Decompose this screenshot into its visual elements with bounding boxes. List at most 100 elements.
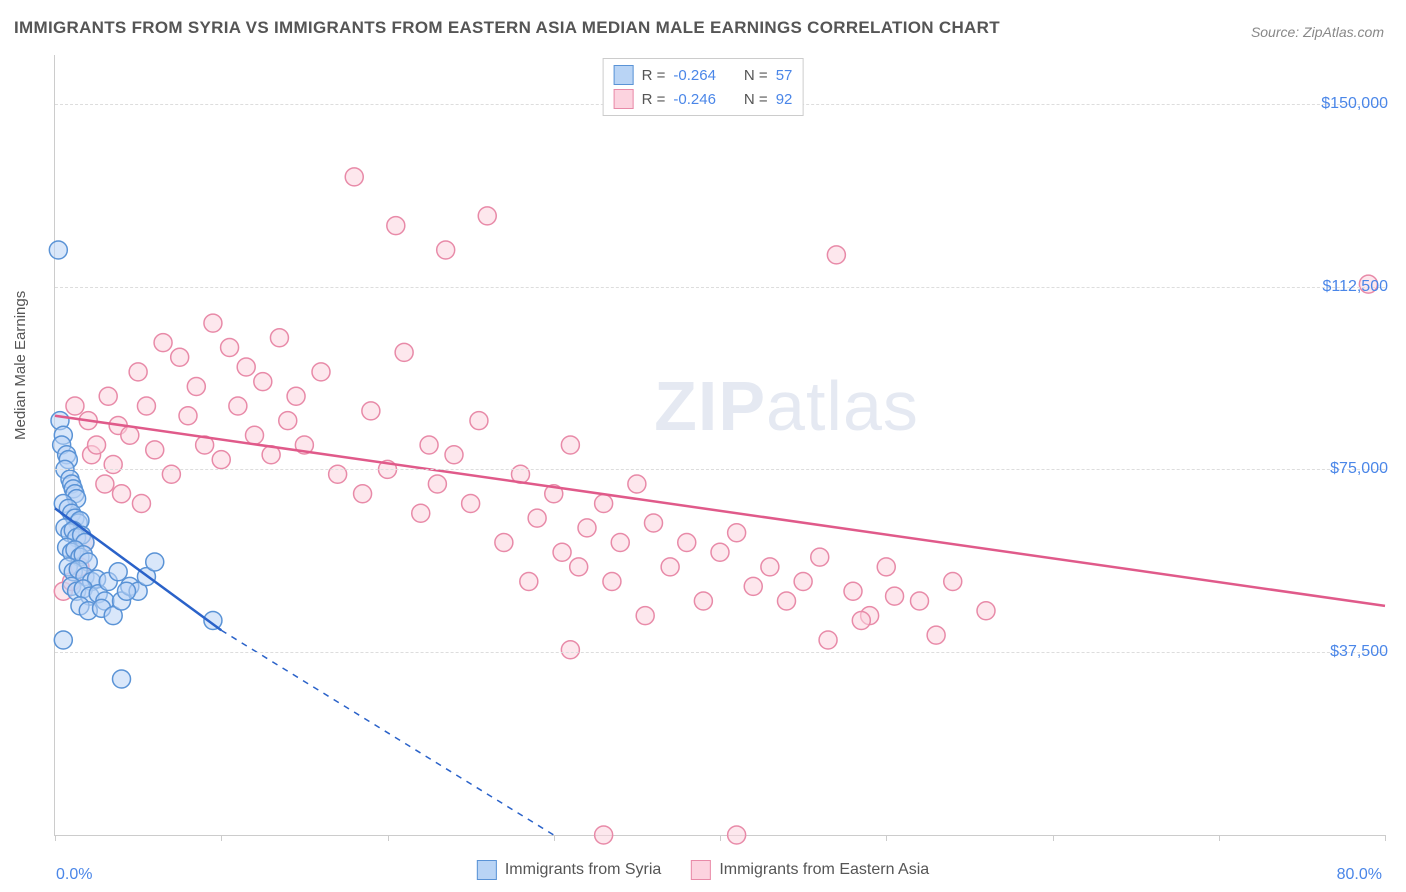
data-point: [470, 412, 488, 430]
data-point: [287, 387, 305, 405]
data-point: [113, 485, 131, 503]
data-point: [96, 475, 114, 493]
data-point: [911, 592, 929, 610]
data-point: [229, 397, 247, 415]
data-point: [254, 373, 272, 391]
data-point: [553, 543, 571, 561]
x-tick-max: 80.0%: [1337, 866, 1382, 884]
data-point: [412, 504, 430, 522]
x-tick-mark: [55, 835, 56, 841]
data-point: [761, 558, 779, 576]
legend-series-item: Immigrants from Syria: [477, 860, 661, 880]
legend-swatch: [691, 860, 711, 880]
legend-swatch: [477, 860, 497, 880]
legend-n-value: 92: [776, 91, 793, 108]
data-point: [827, 246, 845, 264]
data-point: [794, 573, 812, 591]
data-point: [66, 397, 84, 415]
legend-r-label: R =: [642, 91, 666, 108]
legend-stat-row: R = -0.264N = 57: [614, 63, 793, 87]
data-point: [387, 217, 405, 235]
data-point: [329, 465, 347, 483]
legend-stat-row: R = -0.246 N = 92: [614, 87, 793, 111]
data-point: [270, 329, 288, 347]
data-point: [561, 436, 579, 454]
data-point: [132, 495, 150, 513]
data-point: [977, 602, 995, 620]
data-point: [395, 343, 413, 361]
data-point: [113, 670, 131, 688]
data-point: [728, 826, 746, 844]
data-point: [944, 573, 962, 591]
data-point: [811, 548, 829, 566]
data-point: [362, 402, 380, 420]
legend-series: Immigrants from Syria Immigrants from Eas…: [477, 860, 929, 880]
data-point: [661, 558, 679, 576]
legend-r-label: R =: [642, 67, 666, 84]
data-point: [478, 207, 496, 225]
x-tick-mark: [1053, 835, 1054, 841]
data-point: [744, 577, 762, 595]
chart-source: Source: ZipAtlas.com: [1251, 24, 1384, 40]
trend-line: [55, 416, 1385, 606]
data-point: [694, 592, 712, 610]
data-point: [570, 558, 588, 576]
gridline: [55, 652, 1385, 653]
y-axis-label: Median Male Earnings: [12, 291, 29, 440]
x-tick-min: 0.0%: [56, 866, 92, 884]
legend-n-label: N =: [744, 67, 768, 84]
legend-series-label: Immigrants from Syria: [505, 861, 661, 879]
data-point: [728, 524, 746, 542]
data-point: [437, 241, 455, 259]
x-tick-mark: [388, 835, 389, 841]
data-point: [645, 514, 663, 532]
y-tick-label: $75,000: [1330, 460, 1388, 478]
data-point: [137, 397, 155, 415]
data-point: [162, 465, 180, 483]
data-point: [187, 378, 205, 396]
data-point: [611, 534, 629, 552]
legend-swatch: [614, 89, 634, 109]
data-point: [312, 363, 330, 381]
data-point: [495, 534, 513, 552]
x-tick-mark: [1385, 835, 1386, 841]
data-point: [711, 543, 729, 561]
legend-n-value: 57: [776, 67, 793, 84]
y-tick-label: $37,500: [1330, 643, 1388, 661]
data-point: [561, 641, 579, 659]
data-point: [117, 582, 135, 600]
data-point: [179, 407, 197, 425]
data-point: [877, 558, 895, 576]
chart-plot-area: ZIPatlas: [54, 55, 1385, 836]
x-tick-mark: [1219, 835, 1220, 841]
data-point: [678, 534, 696, 552]
data-point: [146, 441, 164, 459]
data-point: [595, 495, 613, 513]
chart-svg: [55, 55, 1385, 835]
data-point: [345, 168, 363, 186]
data-point: [844, 582, 862, 600]
legend-n-label: N =: [744, 91, 768, 108]
data-point: [603, 573, 621, 591]
data-point: [578, 519, 596, 537]
legend-series-label: Immigrants from Eastern Asia: [719, 861, 929, 879]
data-point: [354, 485, 372, 503]
data-point: [88, 436, 106, 454]
data-point: [886, 587, 904, 605]
data-point: [520, 573, 538, 591]
data-point: [778, 592, 796, 610]
data-point: [146, 553, 164, 571]
gridline: [55, 287, 1385, 288]
x-tick-mark: [720, 835, 721, 841]
legend-r-value: -0.246: [673, 91, 716, 108]
data-point: [595, 826, 613, 844]
x-tick-mark: [886, 835, 887, 841]
data-point: [154, 334, 172, 352]
x-tick-mark: [554, 835, 555, 841]
chart-title: IMMIGRANTS FROM SYRIA VS IMMIGRANTS FROM…: [14, 18, 1000, 38]
data-point: [420, 436, 438, 454]
data-point: [104, 456, 122, 474]
data-point: [121, 426, 139, 444]
y-tick-label: $112,500: [1322, 278, 1388, 296]
trend-line-extrapolated: [221, 630, 554, 835]
